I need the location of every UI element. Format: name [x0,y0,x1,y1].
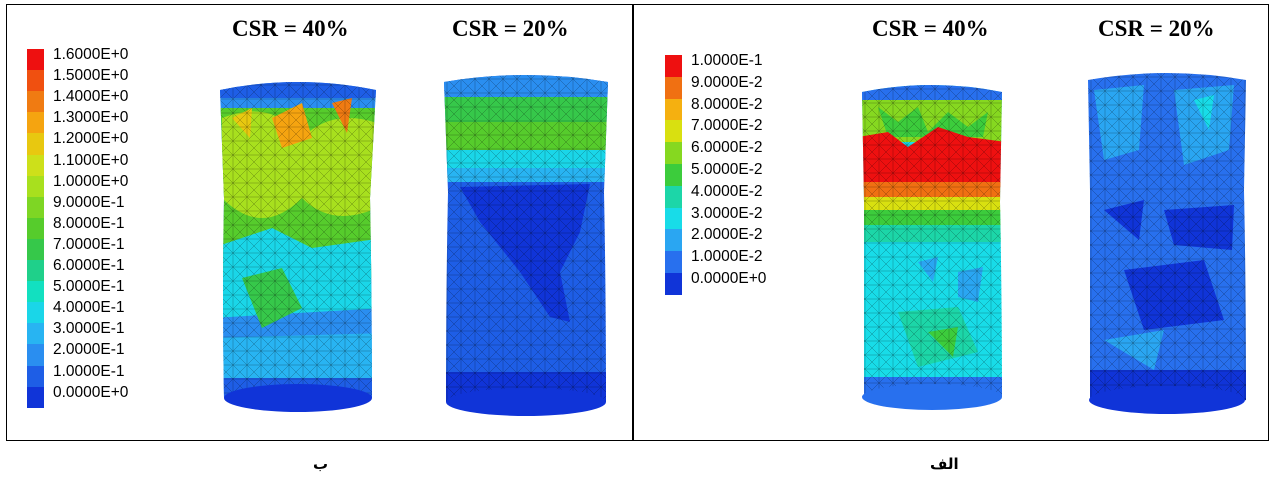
legend-label: 4.0000E-1 [53,299,125,317]
legend-swatch [27,344,44,366]
legend-swatch [665,273,682,296]
specimen-b-csr20 [444,75,608,416]
title-alef-csr40: CSR = 40% [872,16,989,41]
legend-swatch [27,238,44,261]
specimen-b-csr40 [220,82,376,412]
legend-label: 1.0000E-2 [691,248,763,266]
legend-swatch [27,281,44,303]
title-b-csr40: CSR = 40% [232,16,349,41]
legend-swatch [27,260,44,282]
legend-label: 1.4000E+0 [53,88,129,106]
legend-swatch [665,120,682,143]
legend-swatch [27,365,44,388]
legend-label: 1.1000E+0 [53,151,129,169]
legend-swatch [27,91,44,113]
legend-label: 1.0000E-1 [53,362,125,380]
legend-label: 6.0000E-2 [691,139,763,157]
legend-label: 1.6000E+0 [53,46,129,63]
figure-frame [6,4,1269,441]
legend-label: 9.0000E-1 [53,193,125,211]
specimen-alef-csr20 [1088,73,1246,414]
caption-b: ب [313,455,329,473]
legend-swatch [27,133,44,155]
legend-swatch [27,112,44,134]
legend-label: 4.0000E-2 [691,182,763,200]
caption-alef: الف [930,455,959,473]
legend-swatch [27,49,44,71]
legend-label: 8.0000E-1 [53,214,125,232]
legend-alef: 1.0000E-1 9.0000E-2 8.0000E-2 7.0000E-2 6.00… [665,52,835,309]
legend-label: 1.0000E-1 [691,52,763,69]
legend-swatch [27,323,44,345]
legend-label: 3.0000E-2 [691,204,763,222]
legend-swatch [665,164,682,187]
legend-swatch [27,302,44,324]
legend-label: 7.0000E-1 [53,235,125,253]
legend-swatch [665,229,682,252]
legend-swatch [27,196,44,219]
legend-label: 0.0000E+0 [691,270,767,287]
legend-label: 1.3000E+0 [53,109,129,127]
legend-label: 2.0000E-1 [53,341,125,359]
legend-swatch [27,154,44,177]
legend-label: 6.0000E-1 [53,257,125,274]
legend-swatch [665,251,682,274]
legend-label: 5.0000E-1 [53,278,125,296]
legend-swatch [665,207,682,230]
legend-label: 9.0000E-2 [691,73,763,91]
title-b-csr20: CSR = 20% [452,16,569,41]
legend-swatch [665,98,682,121]
legend-swatch [665,76,682,100]
legend-swatch [27,386,44,409]
legend-swatch [665,185,682,209]
legend-label: 1.0000E+0 [53,172,129,190]
legend-swatch [665,142,682,165]
panel-divider [632,4,634,441]
title-alef-csr20: CSR = 20% [1098,16,1215,41]
specimen-alef-csr40 [862,85,1002,410]
legend-label: 8.0000E-2 [691,95,763,113]
legend-label: 0.0000E+0 [53,383,129,401]
legend-label: 3.0000E-1 [53,320,125,338]
legend-label: 1.5000E+0 [53,67,129,85]
legend-label: 2.0000E-2 [691,226,763,244]
legend-swatch [665,55,682,78]
legend-label: 5.0000E-2 [691,161,763,178]
legend-label: 1.2000E+0 [53,130,129,148]
legend-label: 7.0000E-2 [691,117,763,135]
legend-b: 1.6000E+0 1.5000E+0 1.4000E+0 1.3000E+0 1.20… [27,46,197,411]
legend-swatch [27,217,44,240]
legend-swatch [27,70,44,92]
legend-swatch [27,175,44,198]
